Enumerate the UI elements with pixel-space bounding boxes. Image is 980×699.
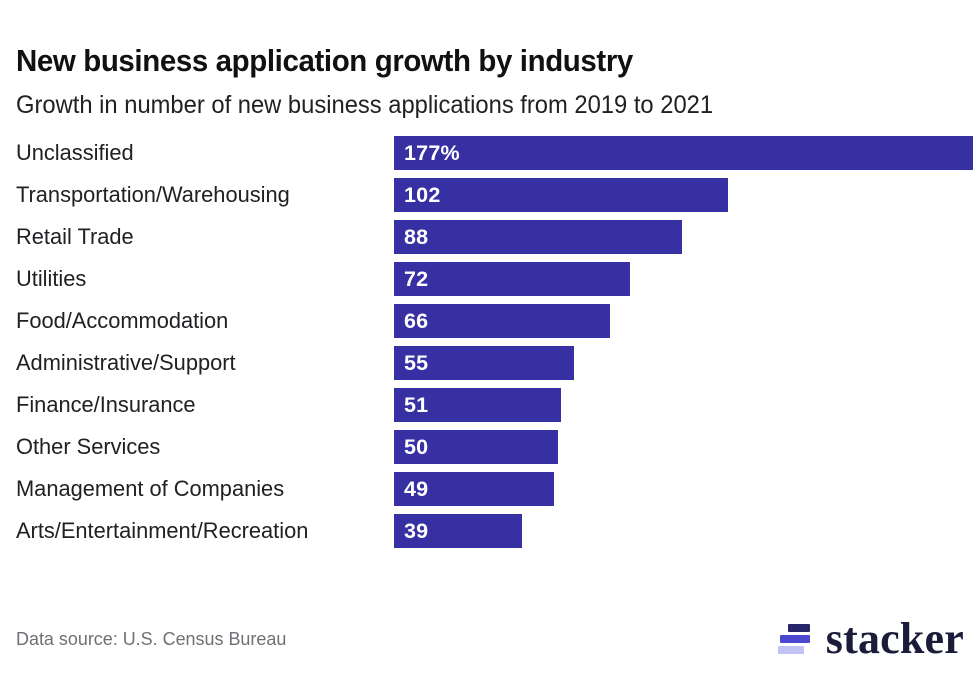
bar-row: Utilities 72 xyxy=(16,261,964,296)
bar-value-label: 66 xyxy=(404,308,429,333)
bar[interactable]: 66 xyxy=(394,303,610,338)
category-label: Unclassified xyxy=(16,139,134,165)
bar-value-label: 102 xyxy=(404,182,441,207)
bar-row: Retail Trade 88 xyxy=(16,219,964,254)
category-label: Food/Accommodation xyxy=(16,307,229,333)
bar-track: 177% xyxy=(394,135,973,170)
bar-row: Transportation/Warehousing 102 xyxy=(16,177,964,212)
bar-track: 55 xyxy=(394,345,964,380)
category-label: Administrative/Support xyxy=(16,349,236,375)
data-source-note: Data source: U.S. Census Bureau xyxy=(16,628,287,649)
category-label: Utilities xyxy=(16,265,87,291)
chart-title: New business application growth by indus… xyxy=(16,43,633,78)
bar[interactable]: 39 xyxy=(394,513,522,548)
bar-track: 50 xyxy=(394,429,964,464)
brand-wordmark: stacker xyxy=(825,614,964,663)
bar-value-label: 51 xyxy=(404,392,429,417)
category-label: Arts/Entertainment/Recreation xyxy=(16,517,309,543)
bar-row: Unclassified 177% xyxy=(16,135,973,170)
bar-track: 49 xyxy=(394,471,964,506)
category-label: Retail Trade xyxy=(16,223,134,249)
bar-track: 66 xyxy=(394,303,964,338)
bar-row: Management of Companies 49 xyxy=(16,471,964,506)
category-label: Other Services xyxy=(16,433,161,459)
bar-track: 51 xyxy=(394,387,964,422)
bar-track: 102 xyxy=(394,177,964,212)
bar[interactable]: 177% xyxy=(394,135,973,170)
bar[interactable]: 50 xyxy=(394,429,558,464)
bar-row: Administrative/Support 55 xyxy=(16,345,964,380)
category-label: Management of Companies xyxy=(16,475,285,501)
bar-value-label: 39 xyxy=(404,518,429,543)
category-label: Finance/Insurance xyxy=(16,391,196,417)
bar-track: 72 xyxy=(394,261,964,296)
bar-value-label: 50 xyxy=(404,434,429,459)
bar-chart-plot-area: Unclassified 177% Transportation/Warehousi… xyxy=(16,135,973,548)
bar-track: 39 xyxy=(394,513,964,548)
bar[interactable]: 102 xyxy=(394,177,728,212)
stacked-bars-icon xyxy=(777,620,812,658)
chart-subtitle: Growth in number of new business applica… xyxy=(16,90,714,119)
chart-header: New business application growth by indus… xyxy=(16,0,964,120)
bar-value-label: 177% xyxy=(404,140,460,165)
bar-track: 88 xyxy=(394,219,964,254)
stacker-logo: stacker xyxy=(777,614,964,663)
category-label: Transportation/Warehousing xyxy=(16,181,290,207)
bar-row: Finance/Insurance 51 xyxy=(16,387,964,422)
bar-value-label: 49 xyxy=(404,476,429,501)
bar[interactable]: 51 xyxy=(394,387,561,422)
bar-value-label: 55 xyxy=(404,350,429,375)
bar[interactable]: 49 xyxy=(394,471,555,506)
bar-value-label: 72 xyxy=(404,266,429,291)
bar[interactable]: 55 xyxy=(394,345,574,380)
bar-value-label: 88 xyxy=(404,224,429,249)
bar-row: Other Services 50 xyxy=(16,429,964,464)
bar[interactable]: 72 xyxy=(394,261,630,296)
bar-row: Food/Accommodation 66 xyxy=(16,303,964,338)
bar-row: Arts/Entertainment/Recreation 39 xyxy=(16,513,964,548)
chart-footer: Data source: U.S. Census Bureau stacker xyxy=(16,617,964,661)
bar[interactable]: 88 xyxy=(394,219,682,254)
